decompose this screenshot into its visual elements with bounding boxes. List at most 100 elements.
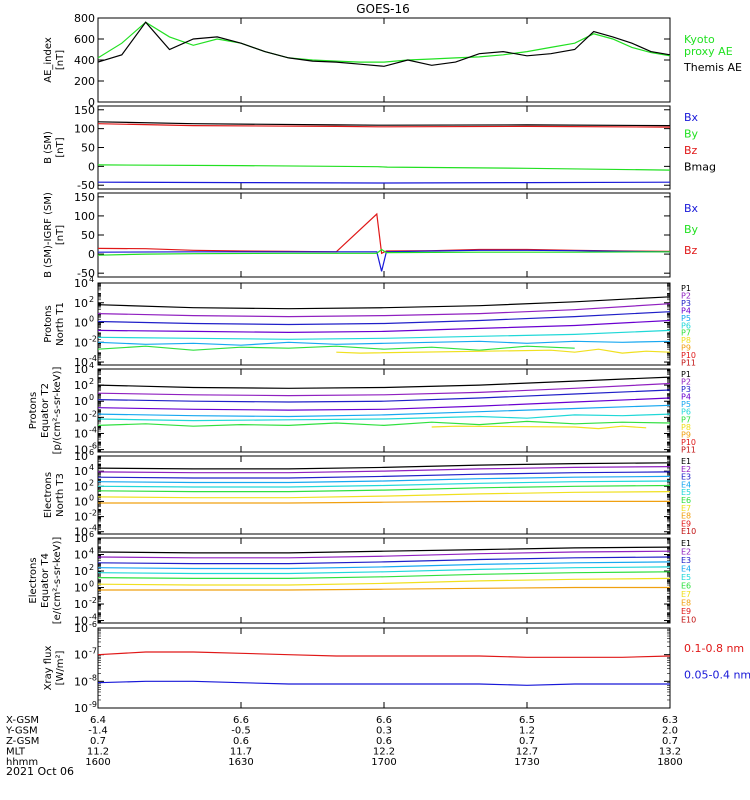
- footer-value: 1600: [85, 757, 110, 768]
- legend-label: P11: [681, 445, 696, 454]
- y-tick-label: 100: [74, 210, 95, 223]
- y-axis-label: [p/(cm²-s-sr-keV)]: [52, 367, 63, 455]
- legend-label: P2: [681, 378, 691, 387]
- legend-label: E9: [681, 519, 691, 528]
- legend-label: E4: [681, 480, 691, 489]
- panel-bsm: -50 0 50 100 150 B (SM) [nT] Bx By Bz Bmag: [43, 104, 716, 192]
- y-tick-label: 100: [74, 123, 95, 136]
- y-tick-label: 10: [74, 277, 88, 290]
- series-line-p1: [97, 376, 671, 389]
- y-tick-label: -50: [77, 267, 95, 280]
- y-axis-label: [nT]: [55, 137, 66, 157]
- y-tick-exponent: -2: [89, 334, 97, 343]
- y-axis-label: B (SM)-IGRF (SM): [43, 192, 54, 278]
- series-line-p3: [97, 389, 671, 403]
- y-tick-label: 10: [74, 411, 88, 424]
- y-tick-label: 10: [74, 565, 88, 578]
- footer-value: -0.5: [231, 726, 251, 737]
- y-tick-label: 50: [81, 229, 95, 242]
- chart-title: GOES-16: [356, 2, 410, 16]
- panel-frame: [97, 17, 671, 103]
- footer-row-label: Z-GSM: [6, 736, 39, 747]
- y-tick-label: 10: [74, 549, 88, 562]
- series-line-p5: [97, 404, 671, 418]
- series-line-p6: [97, 413, 671, 422]
- y-tick-exponent: 4: [89, 275, 94, 284]
- legend-label: Bz: [684, 244, 698, 257]
- y-tick-label: 10: [74, 395, 88, 408]
- series-line-bx: [97, 181, 671, 184]
- y-axis-label: B (SM): [43, 131, 54, 164]
- legend-label: E3: [681, 473, 691, 482]
- y-tick-label: 10: [74, 598, 88, 611]
- y-tick-label: 10: [74, 649, 88, 662]
- footer-value: 11.2: [87, 747, 109, 758]
- legend-label: P3: [681, 299, 691, 308]
- y-axis-label: Protons: [43, 305, 54, 342]
- legend-label: P5: [681, 400, 691, 409]
- legend-label: Bx: [684, 111, 699, 124]
- y-tick-exponent: -2: [89, 596, 97, 605]
- y-tick-label: 0: [88, 248, 95, 261]
- legend-label: proxy AE: [684, 45, 733, 58]
- y-tick-label: 10: [74, 444, 88, 457]
- legend-label: E3: [681, 556, 691, 565]
- series-line-p7: [97, 420, 671, 427]
- legend-label: Themis AE: [683, 61, 742, 74]
- series-line-p8: [431, 425, 647, 430]
- series-line-e3: [97, 471, 671, 479]
- y-tick-exponent: -4: [89, 613, 97, 622]
- footer-value: 0.7: [519, 736, 535, 747]
- series-line-p2: [97, 382, 671, 397]
- series-line-0-05-0-4-nm: [97, 680, 670, 686]
- footer-value: 6.6: [233, 715, 249, 726]
- y-tick-label: 800: [74, 12, 95, 25]
- y-tick-label: 0: [88, 160, 95, 173]
- footer-value: 12.2: [373, 747, 395, 758]
- y-tick-label: 10: [74, 379, 88, 392]
- y-axis-label: [e/(cm²-s-sr-keV)]: [52, 537, 63, 625]
- y-tick-label: 200: [74, 75, 95, 88]
- footer-value: 1.2: [519, 726, 535, 737]
- legend-label: E1: [681, 539, 691, 548]
- y-tick-exponent: 2: [89, 295, 94, 304]
- y-tick-label: 0: [88, 96, 95, 109]
- footer-value: 1630: [228, 757, 253, 768]
- legend-label: E6: [681, 582, 691, 591]
- footer-value: 6.4: [90, 715, 106, 726]
- series-line-e5: [97, 566, 671, 575]
- y-tick-label: 10: [74, 297, 88, 310]
- y-tick-label: 10: [74, 317, 88, 330]
- footer-value: 1800: [657, 757, 682, 768]
- series-line-e2: [97, 550, 671, 559]
- y-tick-label: 10: [74, 511, 88, 524]
- legend-label: E2: [681, 465, 691, 474]
- y-tick-label: 10: [74, 465, 88, 478]
- y-tick-label: 10: [74, 526, 88, 539]
- legend-label: P2: [681, 291, 691, 300]
- series-line-e2: [97, 466, 671, 474]
- series-line-by: [97, 248, 671, 256]
- y-tick-label: -50: [77, 179, 95, 192]
- y-tick-label: 10: [74, 675, 88, 688]
- legend-label: E7: [681, 590, 691, 599]
- y-axis-label: Equator T4: [40, 553, 51, 608]
- y-tick-label: 10: [74, 450, 88, 463]
- legend-label: P1: [681, 370, 691, 379]
- series-line-e1: [97, 462, 671, 470]
- y-tick-label: 10: [74, 480, 88, 493]
- y-tick-exponent: 4: [89, 361, 94, 370]
- series-line-bx: [97, 249, 671, 272]
- footer-row-label: X-GSM: [6, 715, 39, 726]
- y-axis-label: Protons: [28, 392, 39, 429]
- series-line-e7: [97, 577, 671, 586]
- y-tick-label: 600: [74, 33, 95, 46]
- footer-value: 11.7: [230, 747, 252, 758]
- y-tick-label: 10: [74, 582, 88, 595]
- y-tick-label: 10: [74, 622, 88, 635]
